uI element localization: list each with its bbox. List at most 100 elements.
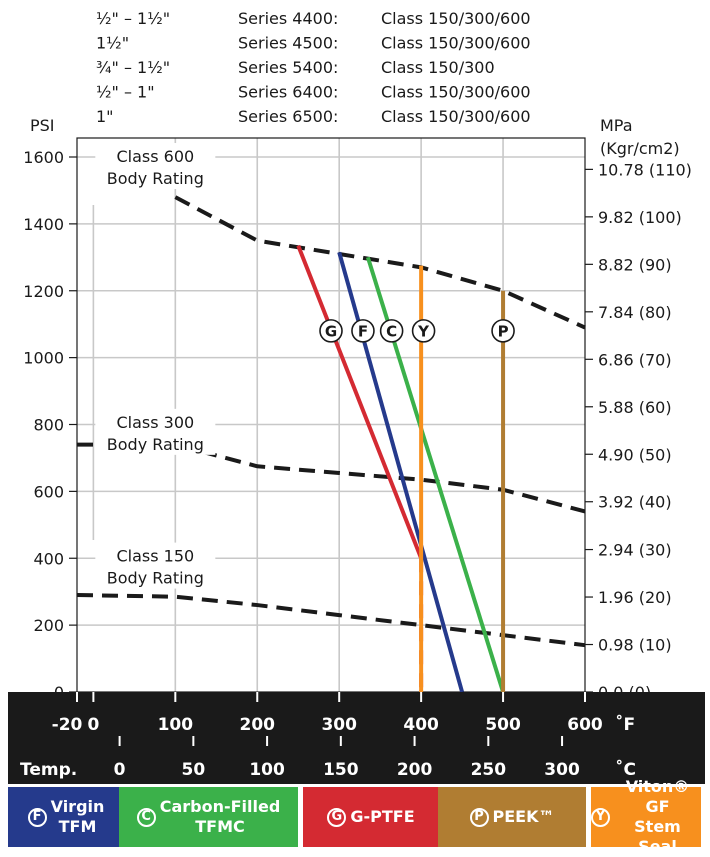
legend-badge: C — [136, 807, 156, 827]
header-size: 1" — [96, 107, 114, 126]
body-rating-label: Class 600 — [116, 147, 194, 166]
header-series: Series 6400: — [238, 83, 338, 102]
x-temp-label: Temp. — [20, 760, 77, 780]
x-tick-label-f: 300 — [321, 715, 357, 735]
body-rating-label: Class 300 — [116, 413, 194, 432]
axes: PSIMPa(Kgr/cm2)0200400600800100012001400… — [23, 116, 692, 702]
header-series: Series 5400: — [238, 58, 338, 77]
series-marker-letter: C — [386, 322, 397, 340]
legend-item-c: C Carbon-Filled TFMC — [119, 787, 298, 847]
series-header: ½" – 1½" Series 4400: Class 150/300/600 1½"… — [96, 9, 531, 126]
y-tick-label-right: 8.82 (90) — [598, 255, 672, 274]
series-marker — [319, 319, 343, 343]
y-axis-right-label: MPa — [600, 116, 633, 135]
body-rating-label-bg — [95, 542, 216, 589]
series-marker-letter: F — [358, 322, 368, 340]
body-rating-line — [76, 593, 586, 648]
legend-item-y: Y Viton® GF Stem Seal — [591, 777, 701, 856]
legend-badge: P — [469, 807, 489, 827]
legend-label: Virgin TFM — [50, 797, 105, 836]
header-class: Class 150/300 — [381, 58, 495, 77]
y-tick-label-left: 600 — [33, 482, 64, 501]
header-series: Series 6500: — [238, 107, 338, 126]
body-rating-label: Class 150 — [116, 547, 194, 566]
series-marker — [411, 319, 436, 343]
y-tick-label-right: 5.88 (60) — [598, 398, 672, 417]
header-class: Class 150/300/600 — [381, 83, 531, 102]
y-axis-left-label: PSI — [30, 116, 55, 135]
x-tick-label-f: 200 — [240, 715, 276, 735]
legend-label: Viton® GF Stem Seal — [625, 777, 690, 856]
temperature-axis-band: -20 0 100 200 300 400 500 600 ˚F0 50 100 150 200 250 3… — [8, 692, 705, 784]
x-tick-label-f: -20 — [52, 715, 83, 735]
header-class: Class 150/300/600 — [381, 107, 531, 126]
y-tick-label-right: 4.90 (50) — [598, 445, 672, 464]
y-tick-label-left: 200 — [33, 616, 64, 635]
x-unit-c: ˚C — [615, 758, 636, 780]
body-rating-label-bg — [95, 408, 216, 455]
series-marker — [351, 319, 375, 343]
y-tick-label-right: 10.78 (110) — [598, 160, 692, 179]
series-marker — [379, 319, 404, 343]
y-tick-label-right: 3.92 (40) — [598, 493, 672, 512]
body-rating-lines: Class 600 Body Rating Class 300 Body Rating… — [76, 143, 586, 648]
y-axis-right-label-2: (Kgr/cm2) — [600, 139, 680, 158]
header-size: ¾" – 1½" — [96, 58, 170, 77]
x-tick-label-c: 300 — [544, 760, 580, 780]
body-rating-label: Body Rating — [107, 569, 204, 588]
header-size: ½" – 1" — [96, 83, 155, 102]
header-series: Series 4400: — [238, 9, 338, 28]
legend-item-f: F Virgin TFM — [8, 787, 124, 847]
y-tick-label-right: 2.94 (30) — [598, 541, 672, 560]
x-tick-label-f: 100 — [158, 715, 194, 735]
y-tick-label-right: 7.84 (80) — [598, 303, 672, 322]
y-tick-label-left: 1000 — [23, 349, 64, 368]
series-line-g — [296, 244, 423, 559]
series-marker-letter: P — [498, 322, 509, 340]
x-tick-label-f: 600 — [567, 715, 603, 735]
header-class: Class 150/300/600 — [381, 9, 531, 28]
legend-label: Carbon-Filled TFMC — [159, 797, 281, 836]
x-tick-label-c: 50 — [182, 760, 206, 780]
legend-badge: F — [27, 807, 47, 827]
x-tick-label-f: 0 — [87, 715, 99, 735]
header-size: ½" – 1½" — [96, 9, 170, 28]
series-line-f — [337, 251, 465, 693]
y-tick-label-left: 800 — [33, 416, 64, 435]
body-rating-label: Body Rating — [107, 435, 204, 454]
y-tick-label-right: 6.86 (70) — [598, 350, 672, 369]
body-rating-line — [174, 195, 586, 330]
temperature-band — [8, 692, 705, 784]
body-rating-label-bg — [95, 143, 216, 190]
x-tick-label-f: 500 — [485, 715, 521, 735]
header-size: 1½" — [96, 34, 129, 53]
x-tick-label-c: 100 — [249, 760, 285, 780]
y-tick-label-left: 1400 — [23, 215, 64, 234]
legend-badge: G — [327, 807, 347, 827]
series-marker-letter: G — [325, 322, 337, 340]
header-class: Class 150/300/600 — [381, 34, 531, 53]
series-marker — [491, 319, 515, 343]
y-tick-label-left: 400 — [33, 549, 64, 568]
x-tick-label-c: 200 — [397, 760, 433, 780]
y-tick-label-right: 9.82 (100) — [598, 208, 682, 227]
y-tick-label-right: 1.96 (20) — [598, 588, 672, 607]
x-unit-f: ˚F — [615, 713, 635, 735]
legend-label: G-PTFE — [350, 807, 415, 826]
legend-item-g: G G-PTFE — [303, 787, 439, 847]
legend-badge: Y — [591, 807, 610, 827]
legend-label: PEEK™ — [492, 807, 555, 826]
legend-item-p: P PEEK™ — [438, 787, 586, 847]
x-tick-label-c: 0 — [114, 760, 126, 780]
series-marker-letter: Y — [417, 322, 430, 340]
y-tick-label-right: 0.98 (10) — [598, 636, 672, 655]
y-tick-label-left: 1600 — [23, 148, 64, 167]
header-series: Series 4500: — [238, 34, 338, 53]
y-tick-label-left: 1200 — [23, 282, 64, 301]
x-tick-label-f: 400 — [403, 715, 439, 735]
x-tick-label-c: 150 — [323, 760, 359, 780]
x-tick-label-c: 250 — [471, 760, 507, 780]
body-rating-label: Body Rating — [107, 169, 204, 188]
